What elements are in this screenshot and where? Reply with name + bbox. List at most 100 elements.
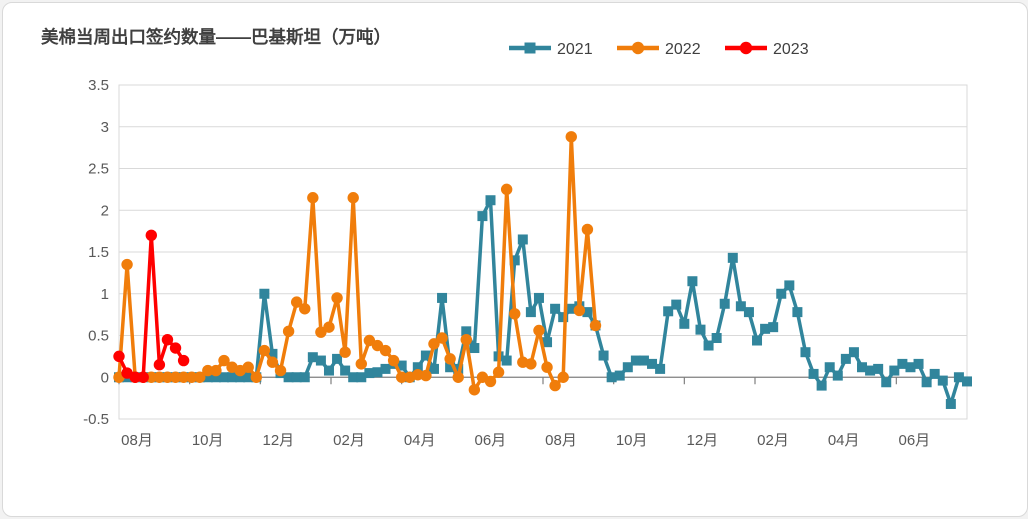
legend-item-2023[interactable]: 2023 [725,41,809,58]
data-point-marker [137,371,149,383]
data-point-marker [218,354,230,367]
y-axis-label: -0.5 [83,411,109,428]
chart-title: 美棉当周出口签约数量——巴基斯坦（万吨） [41,27,391,47]
data-point-marker [598,350,609,361]
data-point-marker [606,372,617,383]
data-point-marker [824,362,835,373]
legend-marker [524,42,536,54]
data-point-marker [420,369,432,382]
x-axis-label: 06月 [474,432,506,449]
data-point-marker [145,229,158,241]
data-point-marker [921,377,932,388]
data-point-marker [412,362,423,373]
data-point-marker [218,372,229,383]
x-axis-label: 06月 [898,432,930,449]
data-point-marker [356,372,367,383]
series-2023[interactable] [113,229,190,383]
y-axis-label: 0.5 [88,328,109,345]
data-point-marker [177,371,190,383]
data-point-marker [372,367,383,378]
data-point-marker [307,192,319,204]
data-point-marker [452,371,464,383]
data-point-marker [299,303,311,315]
x-axis-label: 12月 [686,432,718,449]
data-point-marker [436,332,448,344]
data-point-marker [937,375,948,386]
data-point-marker [267,348,278,359]
series-2022[interactable] [113,131,602,396]
y-axis-label: 1.5 [88,244,109,261]
data-point-marker [161,333,174,346]
data-point-marker [380,363,391,374]
data-point-marker [857,362,868,373]
data-point-marker [533,324,545,337]
data-point-marker [331,292,343,304]
data-point-marker [517,234,528,245]
data-point-marker [395,371,408,383]
data-point-marker [348,372,359,383]
data-point-marker [509,308,521,320]
data-point-marker [235,372,246,383]
data-point-marker [339,346,351,358]
y-axis-label: 3.5 [88,77,109,94]
data-point-marker [282,325,295,338]
data-point-marker [581,223,594,236]
data-point-marker [468,384,481,396]
data-point-marker [194,371,206,383]
y-axis-label: 3 [101,119,109,136]
data-point-marker [210,372,221,383]
legend-item-2022[interactable]: 2022 [617,41,701,58]
x-axis-label: 02月 [757,432,789,449]
data-point-marker [566,303,577,314]
legend-item-2021[interactable]: 2021 [509,41,593,58]
data-point-marker [242,361,254,373]
data-point-marker [177,354,190,367]
data-point-marker [655,363,666,374]
data-point-marker [808,368,819,379]
data-point-marker [557,371,569,383]
legend-label: 2021 [557,41,593,58]
data-point-marker [525,307,536,318]
data-point-marker [760,323,771,334]
data-point-marker [768,322,779,333]
data-point-marker [428,363,439,374]
data-point-marker [347,192,359,204]
data-point-marker [428,338,440,350]
plot-border [118,84,968,420]
data-point-marker [153,359,166,371]
data-point-marker [355,358,367,370]
data-point-marker [582,307,593,318]
data-point-marker [695,324,706,335]
data-point-marker [145,371,158,383]
data-point-marker [792,307,803,318]
data-point-marker [315,355,326,366]
data-point-marker [113,350,125,363]
y-axis-label: 1 [101,286,109,303]
data-point-marker [307,352,318,363]
data-point-marker [848,347,859,358]
data-point-marker [444,353,456,365]
data-point-marker [259,288,270,299]
data-point-marker [396,360,407,371]
data-point-marker [379,344,392,357]
data-point-marker [638,355,649,366]
data-point-marker [243,372,254,383]
data-point-marker [387,354,400,367]
x-axis-label: 12月 [262,432,294,449]
x-axis-label: 08月 [545,432,577,449]
series-line-2021[interactable] [117,198,969,406]
data-point-marker [202,372,213,383]
data-point-marker [953,372,964,383]
data-point-marker [266,356,279,368]
data-point-marker [258,344,271,357]
data-point-marker [501,355,512,366]
legend: 2021 2022 2023 [509,41,809,58]
data-point-marker [453,363,464,374]
data-point-marker [169,342,182,354]
data-point-marker [784,280,795,291]
data-point-marker [865,365,876,376]
data-point-marker [485,195,496,206]
data-point-marker [647,358,658,369]
data-point-marker [881,377,892,388]
